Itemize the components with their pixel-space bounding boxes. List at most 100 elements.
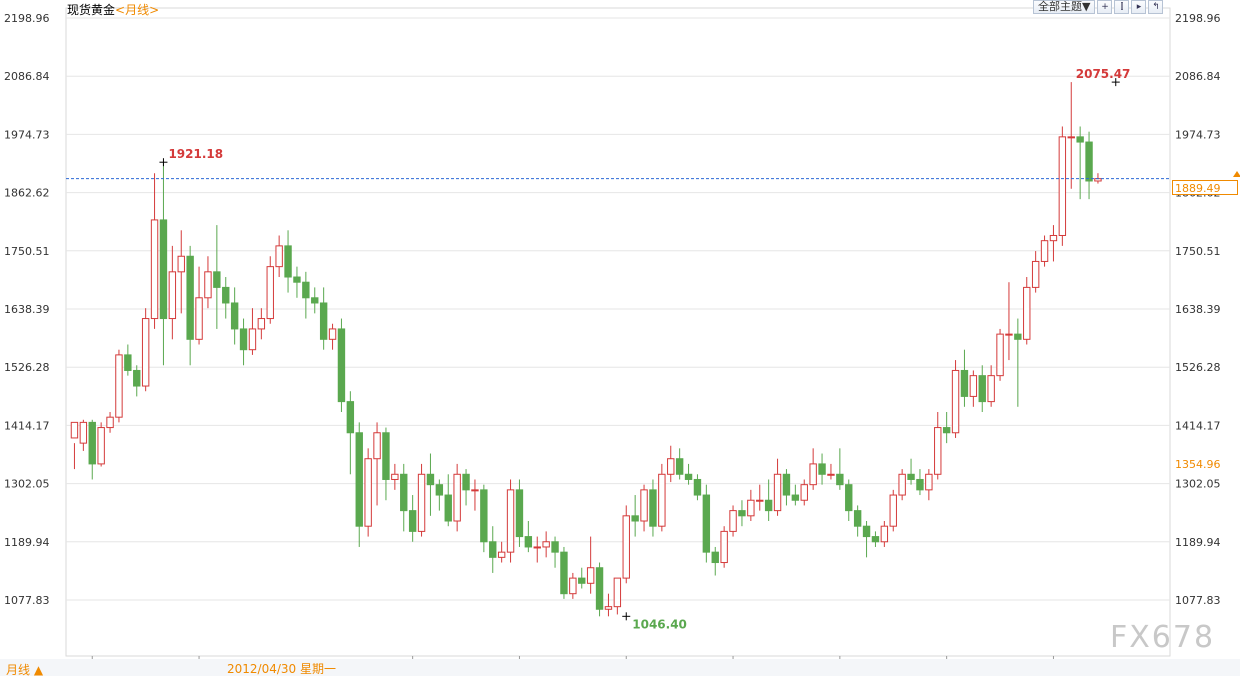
candle-body bbox=[230, 302, 239, 330]
candle-body bbox=[257, 318, 266, 330]
candle-body bbox=[408, 510, 417, 532]
candle-body bbox=[613, 577, 622, 608]
y-tick-label-right: 1077.83 bbox=[1175, 594, 1221, 607]
candle-body bbox=[195, 297, 203, 340]
y-tick-label-left: 1077.83 bbox=[4, 594, 50, 607]
candle-body bbox=[925, 473, 933, 491]
y-tick-label-left: 1638.39 bbox=[4, 303, 50, 316]
candle-body bbox=[667, 458, 675, 475]
secondary-value-label: 1354.96 bbox=[1175, 458, 1221, 471]
candle-body bbox=[319, 302, 328, 340]
candle-body bbox=[337, 328, 346, 403]
candle-body bbox=[364, 458, 372, 527]
y-tick-label-right: 1750.51 bbox=[1175, 245, 1221, 258]
y-axis-left: 2198.96 2086.84 1974.73 1862.62 1750.51 1638.… bbox=[4, 12, 50, 607]
candle-body bbox=[711, 551, 719, 564]
y-tick-label-left: 1862.62 bbox=[4, 187, 50, 200]
candle-body bbox=[827, 473, 835, 476]
candle-body bbox=[239, 328, 248, 351]
candle-body bbox=[898, 473, 906, 496]
candle-body bbox=[382, 432, 390, 480]
candle-body bbox=[809, 463, 817, 486]
candle-body bbox=[960, 369, 969, 397]
watermark: FX678 bbox=[1110, 620, 1216, 655]
candle-body bbox=[729, 510, 737, 532]
candle-body bbox=[1058, 136, 1067, 236]
candle-body bbox=[604, 606, 613, 610]
candle-body bbox=[168, 271, 177, 320]
candle-body bbox=[738, 510, 746, 517]
crosshair-icon[interactable]: + bbox=[1097, 0, 1113, 14]
candle-body bbox=[311, 297, 319, 304]
candle-body bbox=[1005, 333, 1013, 336]
candle-body bbox=[1031, 260, 1040, 288]
candle-body bbox=[800, 484, 808, 501]
candle-body bbox=[1049, 234, 1058, 242]
candle-body bbox=[435, 484, 444, 496]
candle-body bbox=[213, 271, 221, 288]
candle-body bbox=[969, 375, 978, 397]
candle-body bbox=[293, 276, 301, 283]
annotation-label: 1046.40 bbox=[632, 617, 687, 631]
candle-body bbox=[497, 551, 506, 558]
candle-body bbox=[542, 541, 550, 548]
candle-body bbox=[141, 318, 150, 387]
candle-body bbox=[115, 354, 123, 418]
candle-body bbox=[916, 478, 924, 491]
candle-body bbox=[70, 421, 79, 439]
candle-body bbox=[791, 494, 800, 501]
candle-body bbox=[355, 432, 363, 527]
candle-body bbox=[150, 219, 159, 320]
candle-body bbox=[942, 427, 951, 434]
candle-body bbox=[159, 219, 168, 320]
candle-body bbox=[560, 551, 568, 595]
candles-icon[interactable]: ⫿ bbox=[1114, 0, 1130, 14]
candle-body bbox=[1076, 136, 1084, 143]
period-select[interactable]: 月线 ▲ bbox=[6, 663, 44, 677]
grid-lines bbox=[65, 7, 1171, 657]
plot-border bbox=[65, 7, 1171, 657]
candle-body bbox=[773, 473, 782, 512]
candle-body bbox=[996, 333, 1004, 377]
candle-body bbox=[853, 510, 862, 527]
candles-group bbox=[70, 82, 1102, 617]
y-tick-label-right: 2086.84 bbox=[1175, 70, 1221, 83]
candle-body bbox=[186, 255, 194, 340]
y-tick-label-right: 1526.28 bbox=[1175, 361, 1221, 374]
y-tick-label-right: 1414.17 bbox=[1175, 419, 1221, 432]
current-price-label: 1889.49 bbox=[1172, 180, 1238, 195]
annotation-label: 1921.18 bbox=[168, 147, 223, 161]
candle-body bbox=[586, 567, 595, 584]
candle-body bbox=[391, 473, 399, 480]
candle-body bbox=[177, 255, 185, 273]
candle-body bbox=[480, 489, 488, 543]
candle-body bbox=[133, 369, 141, 387]
reset-icon[interactable]: ↰ bbox=[1148, 0, 1164, 14]
price-marker-icon bbox=[1233, 171, 1240, 177]
candle-body bbox=[400, 473, 408, 512]
candle-body bbox=[106, 416, 114, 429]
theme-select[interactable]: 全部主题▼ bbox=[1033, 0, 1096, 14]
candle-body bbox=[836, 473, 844, 486]
candle-body bbox=[1040, 240, 1049, 262]
candle-body bbox=[756, 499, 764, 502]
candle-body bbox=[506, 489, 515, 553]
y-tick-label-right: 1302.05 bbox=[1175, 478, 1221, 491]
candle-body bbox=[1085, 141, 1093, 182]
candle-body bbox=[462, 473, 470, 491]
period-link[interactable]: <月线> bbox=[115, 3, 160, 17]
candle-body bbox=[889, 494, 897, 527]
play-icon[interactable]: ▸ bbox=[1131, 0, 1147, 14]
y-tick-label-left: 2198.96 bbox=[4, 12, 50, 25]
candle-body bbox=[417, 473, 426, 532]
y-tick-label-right: 1974.73 bbox=[1175, 128, 1221, 141]
candle-body bbox=[934, 427, 942, 475]
candle-body bbox=[275, 245, 283, 268]
chart-toolbar: 全部主题▼ + ⫿ ▸ ↰ bbox=[1033, 0, 1164, 14]
candle-body bbox=[426, 473, 435, 486]
candle-body bbox=[1014, 333, 1022, 340]
candle-body bbox=[489, 541, 497, 558]
candle-body bbox=[631, 515, 639, 522]
candle-body bbox=[1023, 286, 1031, 340]
